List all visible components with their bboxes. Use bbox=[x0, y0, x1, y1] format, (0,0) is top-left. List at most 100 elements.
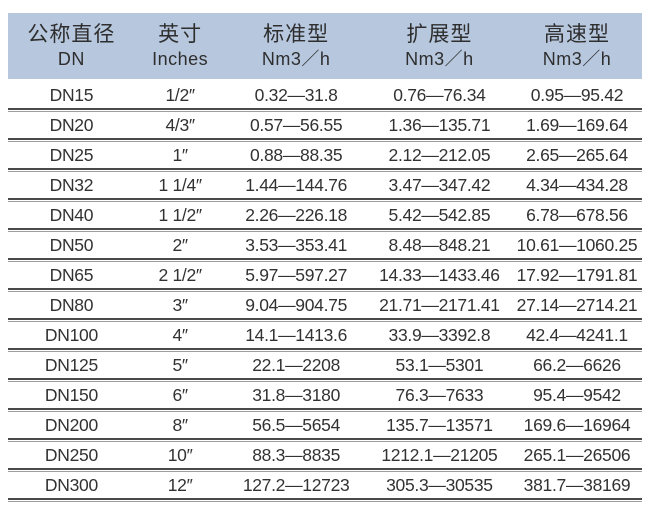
cell-dn: DN15 bbox=[49, 84, 94, 105]
cell-dn: DN20 bbox=[49, 114, 94, 135]
cell-highspeed-range: 381.7—38169 bbox=[523, 474, 631, 495]
column-header-dn: 公称直径 DN bbox=[8, 22, 135, 71]
cell-inches: 1/2″ bbox=[165, 84, 195, 105]
row-divider bbox=[8, 288, 642, 292]
column-header-extended: 扩展型 Nm3／h bbox=[367, 22, 512, 71]
column-subtitle: DN bbox=[57, 48, 85, 69]
row-divider bbox=[8, 318, 642, 322]
cell-dn: DN100 bbox=[44, 324, 98, 345]
cell-standard-range: 56.5—5654 bbox=[252, 414, 341, 435]
cell-standard-range: 127.2—12723 bbox=[242, 474, 350, 495]
cell-standard-range: 2.26—226.18 bbox=[245, 204, 348, 225]
cell-standard-range: 9.04—904.75 bbox=[245, 294, 348, 315]
row-divider bbox=[8, 228, 642, 232]
cell-standard-range: 14.1—1413.6 bbox=[245, 324, 348, 345]
column-title: 公称直径 bbox=[27, 22, 116, 46]
table-row: DN65 2 1/2″ 5.97—597.27 14.33—1433.46 17.92—… bbox=[8, 262, 642, 288]
cell-inches: 1″ bbox=[172, 144, 188, 165]
cell-standard-range: 22.1—2208 bbox=[252, 354, 341, 375]
cell-dn: DN150 bbox=[44, 384, 98, 405]
cell-extended-range: 1212.1—21205 bbox=[381, 444, 498, 465]
cell-dn: DN200 bbox=[44, 414, 98, 435]
table-row: DN250 10″ 88.3—8835 1212.1—21205 265.1—26506 bbox=[8, 442, 642, 468]
cell-extended-range: 53.1—5301 bbox=[395, 354, 484, 375]
cell-dn: DN25 bbox=[49, 144, 94, 165]
cell-standard-range: 0.57—56.55 bbox=[249, 114, 343, 135]
cell-extended-range: 1.36—135.71 bbox=[388, 114, 491, 135]
cell-dn: DN250 bbox=[44, 444, 98, 465]
table-row: DN80 3″ 9.04—904.75 21.71—2171.41 27.14—2714… bbox=[8, 292, 642, 318]
table-row: DN150 6″ 31.8—3180 76.3—7633 95.4—9542 bbox=[8, 382, 642, 408]
cell-highspeed-range: 66.2—6626 bbox=[533, 354, 621, 375]
column-subtitle: Nm3／h bbox=[261, 48, 331, 69]
cell-inches: 2 1/2″ bbox=[158, 264, 202, 285]
cell-inches: 1 1/4″ bbox=[158, 174, 202, 195]
table-header-row: 公称直径 DN 英寸 Inches 标准型 Nm3／h 扩展型 Nm3／h 高速… bbox=[8, 13, 642, 79]
cell-highspeed-range: 17.92—1791.81 bbox=[516, 264, 638, 285]
cell-dn: DN50 bbox=[49, 234, 94, 255]
table-row: DN15 1/2″ 0.32—31.8 0.76—76.34 0.95—95.42 bbox=[8, 82, 642, 108]
cell-dn: DN80 bbox=[49, 294, 94, 315]
cell-standard-range: 5.97—597.27 bbox=[245, 264, 348, 285]
cell-inches: 3″ bbox=[172, 294, 188, 315]
cell-extended-range: 14.33—1433.46 bbox=[379, 264, 500, 285]
table-row: DN50 2″ 3.53—353.41 8.48—848.21 10.61—1060.2… bbox=[8, 232, 642, 258]
cell-inches: 8″ bbox=[172, 414, 188, 435]
table-row: DN100 4″ 14.1—1413.6 33.9—3392.8 42.4—4241.1 bbox=[8, 322, 642, 348]
table-row: DN32 1 1/4″ 1.44—144.76 3.47—347.42 4.34—434… bbox=[8, 172, 642, 198]
table-row: DN25 1″ 0.88—88.35 2.12—212.05 2.65—265.64 bbox=[8, 142, 642, 168]
cell-highspeed-range: 169.6—16964 bbox=[523, 414, 631, 435]
cell-extended-range: 5.42—542.85 bbox=[388, 204, 491, 225]
cell-standard-range: 0.32—31.8 bbox=[254, 84, 338, 105]
cell-dn: DN125 bbox=[44, 354, 98, 375]
cell-extended-range: 3.47—347.42 bbox=[388, 174, 491, 195]
cell-extended-range: 8.48—848.21 bbox=[388, 234, 491, 255]
cell-highspeed-range: 0.95—95.42 bbox=[530, 84, 624, 105]
cell-extended-range: 2.12—212.05 bbox=[388, 144, 491, 165]
cell-highspeed-range: 2.65—265.64 bbox=[526, 144, 628, 165]
cell-highspeed-range: 265.1—26506 bbox=[523, 444, 631, 465]
row-divider bbox=[8, 468, 642, 472]
row-divider bbox=[8, 108, 642, 112]
cell-inches: 1 1/2″ bbox=[158, 204, 202, 225]
cell-highspeed-range: 27.14—2714.21 bbox=[516, 294, 638, 315]
cell-dn: DN40 bbox=[49, 204, 94, 225]
cell-highspeed-range: 42.4—4241.1 bbox=[526, 324, 628, 345]
row-divider bbox=[8, 138, 642, 142]
cell-extended-range: 76.3—7633 bbox=[395, 384, 484, 405]
table-row: DN20 4/3″ 0.57—56.55 1.36—135.71 1.69—169.64 bbox=[8, 112, 642, 138]
cell-inches: 10″ bbox=[167, 444, 193, 465]
table-row: DN200 8″ 56.5—5654 135.7—13571 169.6—16964 bbox=[8, 412, 642, 438]
cell-standard-range: 88.3—8835 bbox=[252, 444, 341, 465]
cell-inches: 4/3″ bbox=[165, 114, 195, 135]
cell-highspeed-range: 4.34—434.28 bbox=[526, 174, 628, 195]
cell-highspeed-range: 95.4—9542 bbox=[533, 384, 621, 405]
column-subtitle: Inches bbox=[152, 48, 209, 69]
cell-inches: 4″ bbox=[172, 324, 188, 345]
column-title: 标准型 bbox=[263, 22, 330, 46]
column-header-standard: 标准型 Nm3／h bbox=[225, 22, 366, 71]
row-divider bbox=[8, 168, 642, 172]
row-divider bbox=[8, 408, 642, 412]
cell-inches: 12″ bbox=[167, 474, 193, 495]
cell-inches: 5″ bbox=[172, 354, 188, 375]
cell-standard-range: 1.44—144.76 bbox=[245, 174, 348, 195]
table-body: DN15 1/2″ 0.32—31.8 0.76—76.34 0.95—95.42 DN2… bbox=[8, 82, 642, 502]
cell-highspeed-range: 1.69—169.64 bbox=[526, 114, 628, 135]
cell-extended-range: 33.9—3392.8 bbox=[388, 324, 491, 345]
column-subtitle: Nm3／h bbox=[542, 48, 612, 69]
cell-highspeed-range: 6.78—678.56 bbox=[526, 204, 628, 225]
cell-dn: DN32 bbox=[49, 174, 94, 195]
row-divider bbox=[8, 198, 642, 202]
cell-standard-range: 0.88—88.35 bbox=[249, 144, 343, 165]
cell-extended-range: 305.3—30535 bbox=[386, 474, 493, 495]
column-header-highspeed: 高速型 Nm3／h bbox=[512, 22, 642, 71]
table-row: DN125 5″ 22.1—2208 53.1—5301 66.2—6626 bbox=[8, 352, 642, 378]
table-row: DN40 1 1/2″ 2.26—226.18 5.42—542.85 6.78—678… bbox=[8, 202, 642, 228]
cell-extended-range: 21.71—2171.41 bbox=[379, 294, 500, 315]
cell-extended-range: 135.7—13571 bbox=[386, 414, 493, 435]
row-divider bbox=[8, 378, 642, 382]
cell-inches: 2″ bbox=[172, 234, 188, 255]
cell-inches: 6″ bbox=[172, 384, 188, 405]
